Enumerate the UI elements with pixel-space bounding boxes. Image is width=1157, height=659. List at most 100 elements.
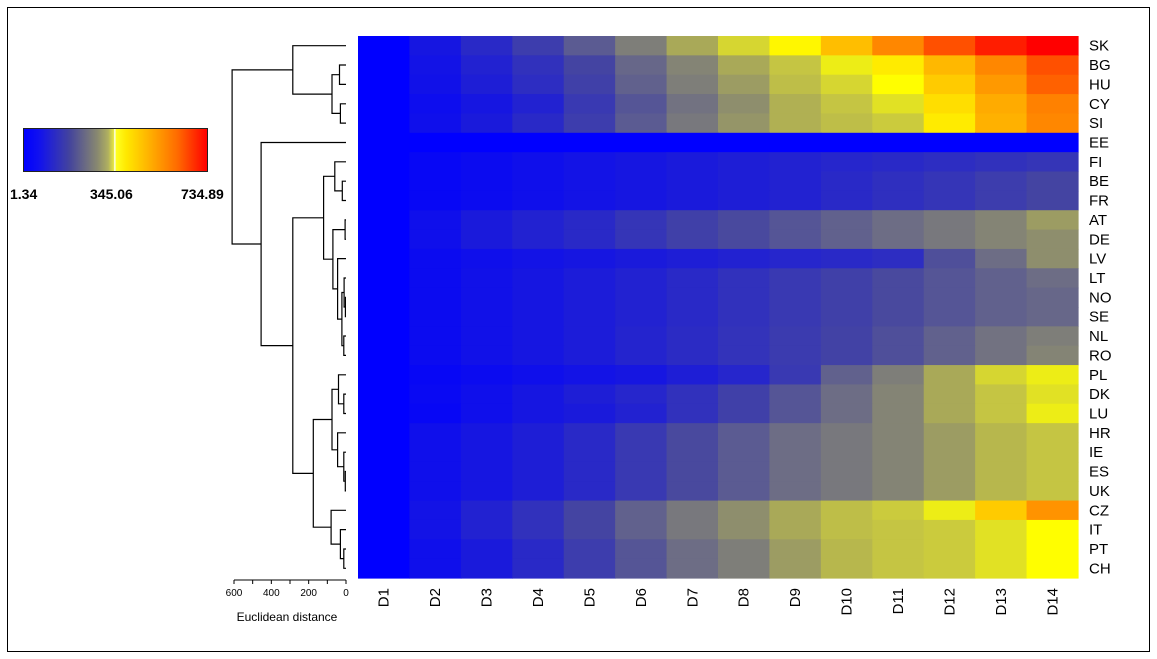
heat-cell-at-d10	[820, 210, 873, 231]
heat-cell-at-d3	[460, 210, 513, 231]
heat-cell-no-d9	[769, 287, 822, 308]
row-label-ee: EE	[1089, 134, 1109, 151]
heat-cell-cy-d6	[615, 94, 668, 115]
heat-cell-lv-d3	[460, 248, 513, 269]
heat-cell-no-d12	[923, 287, 976, 308]
heat-cell-ie-d13	[975, 442, 1028, 463]
heat-cell-lv-d2	[409, 248, 462, 269]
dendrogram-branch-9	[343, 335, 346, 356]
heat-cell-no-d13	[975, 287, 1028, 308]
heat-cell-de-d14	[1026, 229, 1079, 250]
heat-cell-si-d13	[975, 113, 1028, 134]
heat-cell-lt-d10	[820, 268, 873, 289]
heat-cell-pl-d13	[975, 365, 1028, 386]
heat-cell-de-d7	[666, 229, 719, 250]
dendrogram-tick-label-600: 600	[226, 588, 243, 599]
heat-cell-se-d14	[1026, 307, 1079, 327]
heat-cell-nl-d13	[975, 326, 1028, 347]
row-labels: SK BG HU CY SI EE FI BE FR AT DE LV LT NO SE NL RO PL DK LU…	[1089, 38, 1112, 578]
column-label-d2: D2	[427, 588, 444, 607]
heat-cell-pl-d7	[666, 365, 719, 386]
heat-cell-dk-d8	[718, 384, 771, 405]
heat-cell-ee-d3	[460, 132, 513, 153]
dendrogram-branch-0	[338, 64, 346, 86]
heat-cell-at-d11	[872, 210, 925, 231]
heat-cell-cy-d11	[872, 94, 925, 115]
heat-cell-at-d12	[923, 210, 976, 231]
row-label-si: SI	[1089, 115, 1103, 132]
heat-cell-at-d5	[563, 210, 616, 231]
heat-cell-cy-d9	[769, 94, 822, 115]
heat-cell-cy-d12	[923, 94, 976, 115]
heat-cell-bg-d8	[718, 55, 771, 76]
heat-cell-pl-d14	[1026, 365, 1079, 386]
legend-max-label: 734.89	[181, 186, 224, 202]
heat-cell-se-d2	[409, 307, 462, 327]
heat-cell-ee-d10	[820, 132, 873, 153]
heat-cell-pt-d9	[769, 539, 822, 560]
heat-cell-hr-d10	[820, 423, 873, 444]
heat-cell-sk-d5	[563, 36, 616, 56]
heatmap-cells	[358, 36, 1079, 579]
heat-cell-se-d11	[872, 307, 925, 327]
row-label-nl: NL	[1089, 328, 1108, 345]
heat-cell-hu-d8	[718, 74, 771, 95]
heat-cell-sk-d13	[975, 36, 1028, 56]
heat-cell-fi-d10	[820, 152, 873, 173]
heat-cell-ee-d11	[872, 132, 925, 153]
heat-cell-se-d7	[666, 307, 719, 327]
heat-cell-es-d2	[409, 461, 462, 482]
heat-cell-cz-d11	[872, 500, 925, 521]
heat-cell-be-d11	[872, 171, 925, 192]
heat-cell-nl-d7	[666, 326, 719, 347]
heat-cell-ch-d14	[1026, 558, 1079, 579]
color-scale-legend	[23, 128, 208, 172]
heat-cell-hr-d2	[409, 423, 462, 444]
heat-cell-es-d3	[460, 461, 513, 482]
heat-cell-ch-d6	[615, 558, 668, 579]
heat-cell-pt-d8	[718, 539, 771, 560]
heat-cell-ro-d1	[358, 345, 411, 366]
heat-cell-pl-d9	[769, 365, 822, 386]
heat-cell-hr-d12	[923, 423, 976, 444]
heat-cell-bg-d14	[1026, 55, 1079, 76]
dendrogram-branch-1	[339, 103, 346, 124]
column-label-d7: D7	[684, 588, 701, 607]
heat-cell-hu-d14	[1026, 74, 1079, 95]
heat-cell-ch-d1	[358, 558, 411, 579]
heat-cell-pt-d13	[975, 539, 1028, 560]
heat-cell-cy-d2	[409, 94, 462, 115]
heat-cell-ch-d2	[409, 558, 462, 579]
heat-cell-nl-d5	[563, 326, 616, 347]
heat-cell-cz-d8	[718, 500, 771, 521]
heat-cell-at-d4	[512, 210, 565, 231]
heat-cell-lu-d13	[975, 403, 1028, 424]
heat-cell-at-d14	[1026, 210, 1079, 231]
heat-cell-cy-d14	[1026, 94, 1079, 115]
heat-cell-dk-d6	[615, 384, 668, 405]
column-label-d9: D9	[787, 588, 804, 607]
heat-cell-lv-d9	[769, 248, 822, 269]
heat-cell-be-d13	[975, 171, 1028, 192]
heat-cell-ee-d9	[769, 132, 822, 153]
heat-cell-be-d8	[718, 171, 771, 192]
heat-cell-ie-d6	[615, 442, 668, 463]
heat-cell-fi-d9	[769, 152, 822, 173]
heat-cell-hu-d2	[409, 74, 462, 95]
heat-cell-ie-d2	[409, 442, 462, 463]
heat-cell-lu-d11	[872, 403, 925, 424]
heat-cell-pt-d10	[820, 539, 873, 560]
heat-cell-de-d9	[769, 229, 822, 250]
heat-cell-hu-d12	[923, 74, 976, 95]
heat-cell-es-d1	[358, 461, 411, 482]
heat-cell-es-d10	[820, 461, 873, 482]
row-label-cz: CZ	[1089, 502, 1109, 519]
heat-cell-hr-d13	[975, 423, 1028, 444]
heat-cell-lt-d7	[666, 268, 719, 289]
heat-cell-ie-d14	[1026, 442, 1079, 463]
column-label-d4: D4	[530, 588, 547, 607]
heat-cell-bg-d13	[975, 55, 1028, 76]
heat-cell-dk-d3	[460, 384, 513, 405]
heat-cell-it-d13	[975, 519, 1028, 540]
heat-cell-it-d8	[718, 519, 771, 540]
